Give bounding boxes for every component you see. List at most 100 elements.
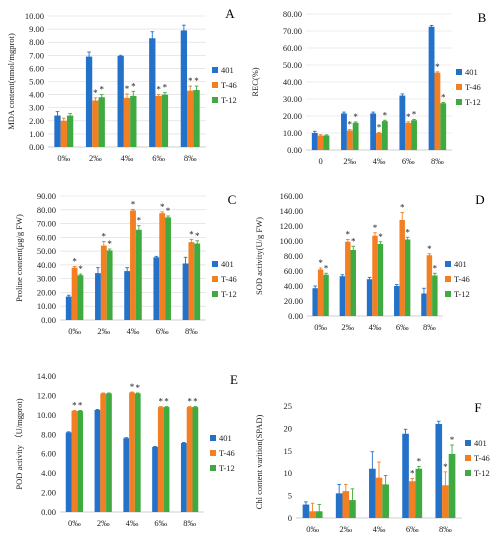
y-axis-label: Proline content(μg/g FW) bbox=[14, 214, 24, 302]
legend-swatch bbox=[445, 276, 451, 282]
y-tick-label: 0.00 bbox=[29, 142, 44, 152]
x-tick-label: 4‰ bbox=[373, 524, 386, 534]
y-axis-label: MDA content(nmol/mgprot) bbox=[6, 33, 16, 130]
panel-letter: A bbox=[225, 6, 235, 21]
significance-star: * bbox=[351, 236, 356, 246]
bar bbox=[60, 120, 67, 147]
x-tick-label: 6‰ bbox=[406, 524, 419, 534]
bar bbox=[180, 30, 188, 147]
bar bbox=[434, 72, 441, 150]
y-tick-label: 7.00 bbox=[29, 50, 44, 60]
y-tick-label: 5 bbox=[288, 491, 292, 501]
bar bbox=[194, 243, 201, 320]
y-tick-label: 120.00 bbox=[280, 221, 303, 231]
bar bbox=[130, 210, 136, 320]
significance-star: * bbox=[441, 92, 446, 102]
significance-star: * bbox=[72, 400, 77, 410]
x-tick-label: 8‰ bbox=[185, 326, 198, 336]
significance-star: * bbox=[193, 397, 198, 407]
y-tick-label: 10.00 bbox=[37, 301, 56, 311]
significance-star: * bbox=[125, 84, 130, 94]
y-tick-label: 25 bbox=[284, 401, 293, 411]
bar bbox=[369, 468, 376, 518]
significance-star: * bbox=[194, 76, 199, 86]
significance-star: * bbox=[433, 263, 438, 273]
y-tick-label: 6.00 bbox=[29, 63, 44, 73]
significance-star: * bbox=[156, 85, 161, 95]
bar bbox=[311, 133, 318, 150]
bar bbox=[159, 213, 166, 320]
y-tick-label: 140.00 bbox=[280, 206, 303, 216]
y-tick-label: 20.00 bbox=[37, 287, 56, 297]
bar bbox=[186, 407, 193, 512]
significance-star: * bbox=[406, 112, 411, 122]
y-tick-label: 80.00 bbox=[284, 251, 303, 261]
x-tick-label: 8‰ bbox=[423, 322, 436, 332]
x-tick-label: 0‰ bbox=[68, 518, 81, 528]
bar bbox=[152, 446, 158, 512]
y-tick-label: 60.00 bbox=[283, 43, 302, 53]
bar bbox=[323, 135, 330, 150]
y-tick-label: 2.00 bbox=[29, 116, 44, 126]
bar bbox=[135, 229, 142, 320]
bar bbox=[341, 113, 347, 150]
legend-label: T-12 bbox=[221, 289, 237, 299]
y-tick-label: 2.00 bbox=[41, 488, 56, 498]
significance-star: * bbox=[405, 227, 410, 237]
significance-star: * bbox=[102, 231, 107, 241]
y-tick-label: 14.00 bbox=[37, 371, 56, 381]
x-tick-label: 6‰ bbox=[154, 518, 167, 528]
significance-star: * bbox=[400, 203, 405, 213]
x-tick-label: 4‰ bbox=[369, 322, 382, 332]
legend-swatch bbox=[456, 99, 462, 105]
bar bbox=[346, 130, 353, 150]
bar bbox=[421, 293, 427, 316]
x-tick-label: 0‰ bbox=[57, 153, 70, 163]
significance-star: * bbox=[346, 230, 351, 240]
bar bbox=[130, 95, 137, 147]
bar bbox=[161, 94, 169, 147]
bar bbox=[106, 250, 113, 320]
y-tick-label: 40.00 bbox=[283, 77, 302, 87]
panel-letter: B bbox=[478, 10, 487, 25]
bar bbox=[399, 220, 405, 316]
x-tick-label: 6‰ bbox=[152, 153, 165, 163]
legend-swatch bbox=[465, 440, 471, 446]
bar bbox=[402, 433, 409, 518]
legend-label: 401 bbox=[454, 259, 467, 269]
y-tick-label: 5.00 bbox=[29, 77, 44, 87]
bar bbox=[100, 245, 107, 320]
x-tick-label: 2‰ bbox=[339, 524, 352, 534]
bar bbox=[335, 493, 343, 518]
bar bbox=[345, 241, 351, 316]
y-tick-label: 10.00 bbox=[25, 11, 44, 21]
legend-swatch bbox=[212, 97, 218, 103]
significance-star: * bbox=[187, 397, 192, 407]
y-tick-label: 80.00 bbox=[283, 9, 302, 19]
bar bbox=[408, 481, 416, 518]
bar bbox=[98, 97, 105, 147]
y-tick-label: 70.00 bbox=[283, 26, 302, 36]
x-tick-label: 2‰ bbox=[343, 156, 356, 166]
bar bbox=[92, 100, 99, 147]
significance-star: * bbox=[72, 257, 77, 267]
legend-swatch bbox=[212, 82, 218, 88]
bar bbox=[85, 56, 93, 147]
legend-label: T-46 bbox=[221, 274, 237, 284]
bar bbox=[317, 135, 324, 150]
bar bbox=[94, 410, 101, 512]
significance-star: * bbox=[195, 231, 200, 241]
y-tick-label: 8.00 bbox=[41, 429, 56, 439]
legend-label: 401 bbox=[474, 438, 487, 448]
legend-label: 401 bbox=[219, 433, 232, 443]
legend-label: T-46 bbox=[474, 453, 490, 463]
panel-b: 0.00 10.00 20.00 30.00 40.00 50.00 60.00 70.00 8… bbox=[250, 9, 487, 166]
bar bbox=[317, 269, 324, 316]
x-tick-label: 0 bbox=[318, 156, 322, 166]
x-tick-label: 8‰ bbox=[183, 518, 196, 528]
legend-swatch bbox=[210, 450, 216, 456]
significance-star: * bbox=[427, 244, 432, 254]
x-tick-label: 4‰ bbox=[127, 326, 140, 336]
